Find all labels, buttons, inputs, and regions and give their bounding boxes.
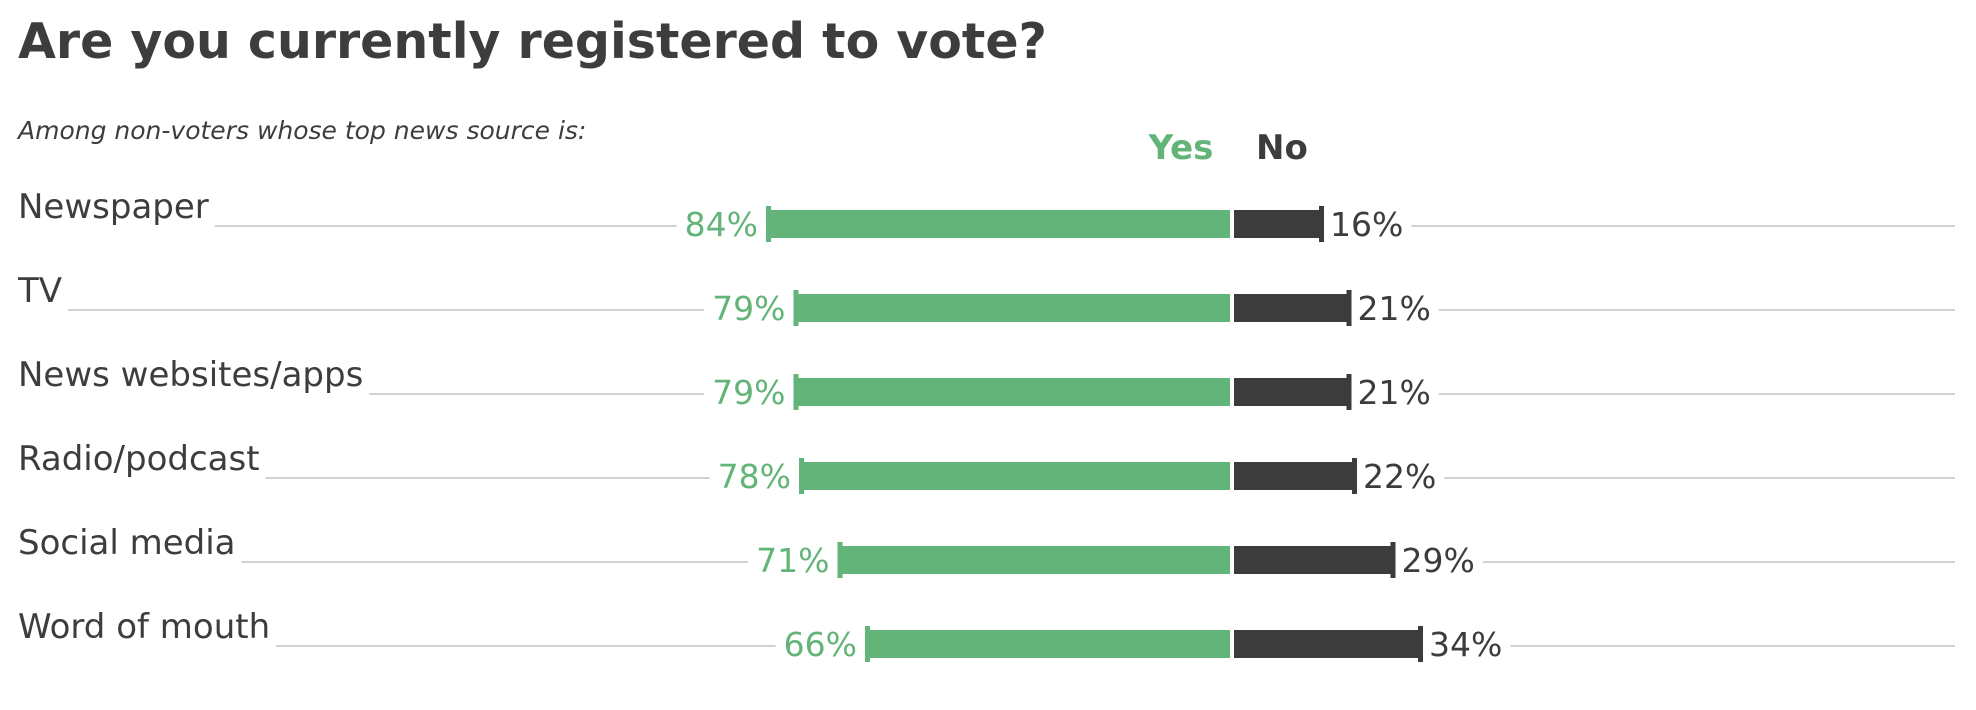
category-label: TV <box>17 271 62 311</box>
bar-row: Social media 71% 29% <box>18 523 1955 580</box>
yes-value-label: 71% <box>756 541 829 580</box>
bar-yes-cap <box>766 206 771 242</box>
bar-no <box>1234 210 1322 238</box>
bar-row: News websites/apps 79% 21% <box>18 355 1955 412</box>
bar-no-cap <box>1346 290 1352 326</box>
bar-yes <box>795 294 1230 322</box>
bar-no-cap <box>1346 374 1352 410</box>
legend-no: No <box>1256 128 1308 168</box>
bar-no <box>1234 462 1355 490</box>
bar-no <box>1234 546 1394 574</box>
category-label: Word of mouth <box>18 607 270 647</box>
bar-no-cap <box>1390 542 1396 578</box>
category-label: Social media <box>18 523 236 563</box>
no-value-label: 22% <box>1363 457 1436 496</box>
yes-value-label: 79% <box>712 289 785 328</box>
chart-subtitle: Among non-voters whose top news source i… <box>16 116 586 145</box>
bar-row: Newspaper 84% 16% <box>18 187 1955 244</box>
bar-yes-cap <box>799 458 804 494</box>
bar-row: Word of mouth 66% 34% <box>18 607 1955 664</box>
bar-rows: Newspaper 84% 16%TV 79% 21%News websites/app… <box>17 187 1955 664</box>
no-value-label: 34% <box>1429 625 1502 664</box>
bar-no <box>1234 630 1421 658</box>
yes-value-label: 84% <box>685 205 758 244</box>
bar-yes-cap <box>793 374 799 410</box>
legend-yes: Yes <box>1148 128 1214 168</box>
bar-yes-cap <box>865 626 870 662</box>
no-value-label: 16% <box>1330 205 1403 244</box>
bar-yes <box>867 630 1230 658</box>
no-value-label: 21% <box>1358 289 1431 328</box>
bar-no-cap <box>1352 458 1357 494</box>
category-label: News websites/apps <box>18 355 363 395</box>
category-label: Newspaper <box>18 187 209 227</box>
category-label: Radio/podcast <box>18 439 260 479</box>
bar-no-cap <box>1319 206 1324 242</box>
bar-yes <box>801 462 1230 490</box>
bar-yes-cap <box>837 542 843 578</box>
bar-yes <box>768 210 1230 238</box>
bar-row: TV 79% 21% <box>17 271 1955 328</box>
yes-value-label: 79% <box>712 373 785 412</box>
bar-yes <box>839 546 1230 574</box>
yes-value-label: 66% <box>784 625 857 664</box>
bar-no-cap <box>1418 626 1423 662</box>
chart-title: Are you currently registered to vote? <box>18 13 1047 70</box>
bar-row: Radio/podcast 78% 22% <box>18 439 1955 496</box>
bar-no <box>1234 378 1350 406</box>
yes-value-label: 78% <box>718 457 791 496</box>
bar-no <box>1234 294 1350 322</box>
bar-yes <box>795 378 1230 406</box>
bar-yes-cap <box>793 290 799 326</box>
no-value-label: 29% <box>1402 541 1475 580</box>
no-value-label: 21% <box>1358 373 1431 412</box>
